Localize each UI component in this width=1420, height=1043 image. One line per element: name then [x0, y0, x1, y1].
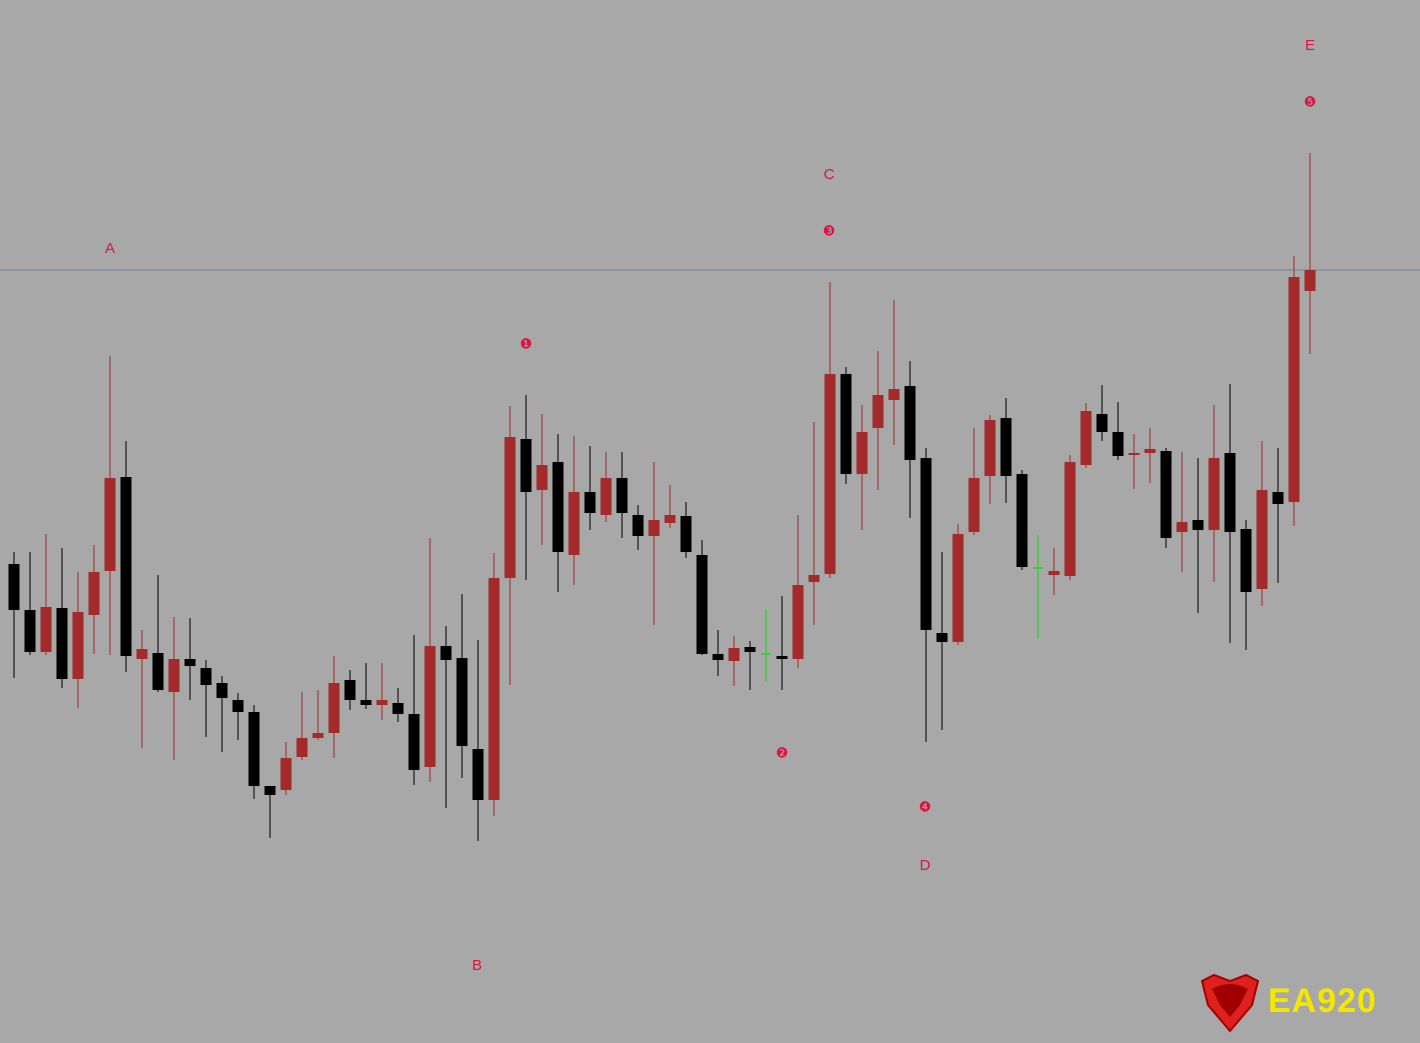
candle-body: [616, 478, 628, 513]
candle-body: [520, 439, 532, 492]
candle-body: [88, 572, 100, 615]
candle-body: [968, 478, 980, 532]
candle-body: [840, 374, 852, 474]
candle-body: [440, 646, 452, 660]
candle-body: [312, 733, 324, 738]
candle-body: [56, 608, 68, 679]
candle-body: [8, 564, 20, 610]
candle-body: [1112, 432, 1124, 456]
annotation: A: [105, 240, 115, 257]
candle-body: [1096, 414, 1108, 432]
candle-body: [1288, 277, 1300, 502]
candle-body: [1160, 451, 1172, 538]
candle-body: [536, 465, 548, 490]
candle-body: [488, 578, 500, 800]
candle-body: [984, 420, 996, 476]
candle-body: [1000, 418, 1012, 476]
candle-body: [168, 659, 180, 692]
candle-body: [712, 654, 724, 660]
candle-body: [120, 477, 132, 656]
candle-body: [856, 432, 868, 474]
candle-body: [920, 458, 932, 630]
annotation: ❷: [776, 745, 789, 761]
candle-body: [568, 492, 580, 555]
logo-icon: [1200, 973, 1260, 1033]
annotation: B: [472, 957, 482, 974]
candle-body: [952, 534, 964, 642]
candle-body: [1048, 571, 1060, 575]
candle-body: [728, 648, 740, 661]
candle-body: [472, 749, 484, 800]
candle-body: [72, 612, 84, 679]
annotation: E: [1305, 37, 1315, 54]
candle-body: [1064, 462, 1076, 576]
annotation: C: [824, 166, 835, 183]
annotation: ❸: [823, 223, 836, 239]
candle-body: [1304, 270, 1316, 291]
candle-body: [424, 646, 436, 767]
candle-body: [1224, 453, 1236, 532]
annotation: D: [920, 857, 931, 874]
candle-body: [1256, 490, 1268, 589]
logo-text: EA920: [1268, 982, 1377, 1020]
candle-body: [456, 658, 468, 746]
candle-body: [264, 786, 276, 795]
candle-body: [808, 575, 820, 582]
candle-body: [392, 703, 404, 714]
candle-body: [552, 462, 564, 552]
candle-body: [664, 515, 676, 523]
candle-body: [376, 700, 388, 705]
annotation: ❶: [520, 336, 533, 352]
candle-body: [936, 633, 948, 642]
bull-head: [1212, 984, 1248, 1017]
annotation: ❺: [1304, 94, 1317, 110]
candle-body: [792, 585, 804, 659]
candle-body: [184, 659, 196, 666]
candle-body: [280, 758, 292, 790]
candle-body: [648, 520, 660, 536]
candle-body: [1176, 522, 1188, 532]
candle-body: [776, 656, 788, 659]
candle-body: [632, 515, 644, 536]
candle-body: [152, 653, 164, 690]
candle-body: [744, 647, 756, 652]
candle-body: [584, 492, 596, 513]
candle-body: [1080, 411, 1092, 465]
candle-body: [1272, 492, 1284, 504]
candle-body: [872, 395, 884, 428]
candle-body: [216, 683, 228, 698]
candle-body: [504, 437, 516, 578]
candle-body: [680, 516, 692, 552]
candle-body: [888, 389, 900, 400]
candle-body: [1208, 458, 1220, 530]
candle-body: [904, 386, 916, 460]
candle-body: [40, 607, 52, 652]
candle-body: [136, 649, 148, 659]
candle-body: [200, 668, 212, 685]
candle-body: [1192, 520, 1204, 530]
candle-body: [696, 555, 708, 654]
candle-body: [296, 738, 308, 757]
candle-body: [248, 712, 260, 786]
candle-body: [104, 478, 116, 571]
candle-body: [1240, 529, 1252, 592]
candle-body: [360, 700, 372, 705]
candle-body: [408, 714, 420, 770]
candle-body: [328, 683, 340, 733]
annotation: ❹: [919, 799, 932, 815]
candle-body: [1144, 449, 1156, 453]
candle-body: [824, 374, 836, 574]
candle-body: [232, 700, 244, 712]
candle-body: [344, 680, 356, 700]
candle-body: [1016, 474, 1028, 567]
candle-body: [1128, 453, 1140, 455]
candle-body: [24, 610, 36, 652]
candle-body: [600, 478, 612, 515]
